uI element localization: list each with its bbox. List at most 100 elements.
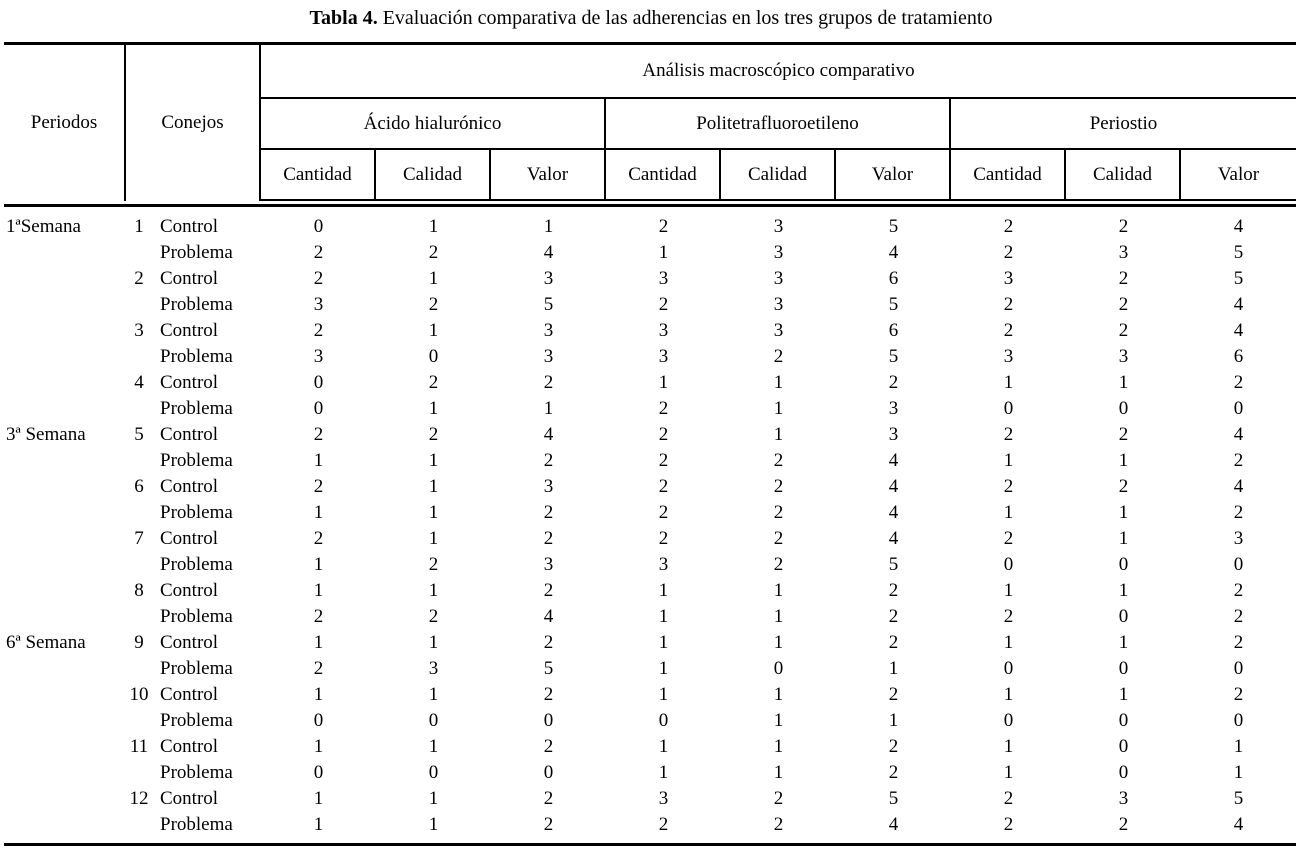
value-cell: 2: [658, 528, 669, 549]
value-cell: 1: [1118, 502, 1129, 523]
value-cell: 2: [1118, 814, 1129, 835]
value-cell: 2: [313, 658, 324, 679]
value-cell: 3: [888, 424, 899, 445]
table-row: Problema 1 1 2 2 2 4 1 1 2: [4, 448, 1296, 474]
conejo-cell: 9: [134, 632, 144, 653]
table-row: 3ª Semana 5 Control 2 2 4 2 1 3 2 2 4: [4, 422, 1296, 448]
tipo-cell: Control: [160, 372, 219, 393]
value-cell: 1: [313, 814, 324, 835]
value-cell: 3: [1003, 268, 1014, 289]
value-cell: 1: [428, 736, 439, 757]
conejo-cell: 7: [134, 528, 144, 549]
value-cell: 1: [428, 632, 439, 653]
value-cell: 2: [1118, 268, 1129, 289]
value-cell: 1: [313, 502, 324, 523]
conejo-cell: [126, 396, 152, 422]
conejo-cell: 6: [134, 476, 144, 497]
value-cell: 2: [543, 528, 554, 549]
periodo-cell: [4, 604, 126, 630]
value-cell: 2: [1003, 788, 1014, 809]
periodo-cell: [4, 526, 126, 552]
value-cell: 2: [428, 372, 439, 393]
value-cell: 2: [1118, 294, 1129, 315]
value-cell: 1: [888, 658, 899, 679]
value-cell: 1: [658, 632, 669, 653]
value-cell: 3: [773, 242, 784, 263]
value-cell: 2: [1233, 502, 1244, 523]
table-row: 11 Control 1 1 2 1 1 2 1 0 1: [4, 734, 1296, 760]
table-row: 10 Control 1 1 2 1 1 2 1 1 2: [4, 682, 1296, 708]
value-cell: 1: [658, 606, 669, 627]
periodo-cell: [4, 448, 126, 474]
periodo-cell: [4, 760, 126, 786]
value-cell: 2: [658, 398, 669, 419]
tipo-cell: Control: [160, 580, 219, 601]
value-cell: 4: [1233, 814, 1244, 835]
value-cell: 1: [773, 606, 784, 627]
value-cell: 0: [313, 372, 324, 393]
value-cell: 2: [773, 554, 784, 575]
table-row: Problema 0 0 0 1 1 2 1 0 1: [4, 760, 1296, 786]
value-cell: 2: [313, 424, 324, 445]
value-cell: 1: [428, 684, 439, 705]
value-cell: 3: [658, 346, 669, 367]
value-cell: 2: [773, 450, 784, 471]
header-periodos: Periodos: [4, 45, 126, 201]
value-cell: 1: [658, 762, 669, 783]
value-cell: 4: [888, 814, 899, 835]
value-cell: 2: [543, 736, 554, 757]
value-cell: 2: [888, 606, 899, 627]
value-cell: 1: [313, 684, 324, 705]
value-cell: 2: [888, 580, 899, 601]
value-cell: 2: [1003, 814, 1014, 835]
value-cell: 2: [1233, 450, 1244, 471]
value-cell: 1: [428, 814, 439, 835]
header-calidad-3: Calidad: [1066, 150, 1181, 201]
value-cell: 0: [1233, 554, 1244, 575]
table-row: 1ªSemana 1 Control 0 1 1 2 3 5 2 2 4: [4, 207, 1296, 240]
value-cell: 2: [543, 684, 554, 705]
conejo-cell: 5: [134, 424, 144, 445]
value-cell: 0: [1118, 606, 1129, 627]
conejo-cell: [126, 656, 152, 682]
periodo-cell: [4, 266, 126, 292]
value-cell: 3: [658, 320, 669, 341]
value-cell: 2: [888, 736, 899, 757]
conejo-cell: [126, 240, 152, 266]
value-cell: 3: [428, 658, 439, 679]
value-cell: 1: [773, 632, 784, 653]
conejo-cell: [126, 760, 152, 786]
value-cell: 5: [1233, 788, 1244, 809]
value-cell: 6: [1233, 346, 1244, 367]
value-cell: 1: [773, 424, 784, 445]
value-cell: 2: [1003, 424, 1014, 445]
value-cell: 5: [888, 788, 899, 809]
value-cell: 2: [543, 580, 554, 601]
value-cell: 3: [773, 268, 784, 289]
conejo-cell: [126, 500, 152, 526]
tipo-cell: Problema: [160, 606, 233, 627]
value-cell: 0: [313, 710, 324, 731]
value-cell: 1: [313, 788, 324, 809]
value-cell: 3: [543, 554, 554, 575]
value-cell: 3: [313, 346, 324, 367]
value-cell: 2: [888, 372, 899, 393]
value-cell: 1: [428, 450, 439, 471]
value-cell: 5: [543, 294, 554, 315]
header-cantidad-1: Cantidad: [261, 150, 376, 201]
table-caption: Tabla 4. Evaluación comparativa de las a…: [4, 6, 1298, 30]
value-cell: 1: [773, 684, 784, 705]
value-cell: 2: [1003, 606, 1014, 627]
value-cell: 0: [1118, 658, 1129, 679]
value-cell: 5: [888, 294, 899, 315]
value-cell: 0: [543, 710, 554, 731]
table-row: Problema 1 1 2 2 2 4 1 1 2: [4, 500, 1296, 526]
header-analysis: Análisis macroscópico comparativo: [261, 45, 1297, 99]
value-cell: 0: [658, 710, 669, 731]
value-cell: 0: [1118, 736, 1129, 757]
tipo-cell: Problema: [160, 294, 233, 315]
value-cell: 3: [1118, 346, 1129, 367]
value-cell: 1: [543, 216, 554, 237]
value-cell: 1: [313, 632, 324, 653]
value-cell: 1: [658, 658, 669, 679]
